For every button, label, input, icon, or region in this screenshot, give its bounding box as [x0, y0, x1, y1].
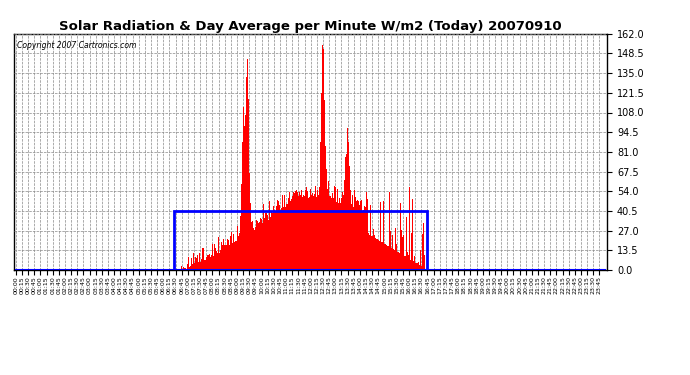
Bar — [173, 211, 427, 270]
Title: Solar Radiation & Day Average per Minute W/m2 (Today) 20070910: Solar Radiation & Day Average per Minute… — [59, 20, 562, 33]
Text: Copyright 2007 Cartronics.com: Copyright 2007 Cartronics.com — [17, 41, 136, 50]
